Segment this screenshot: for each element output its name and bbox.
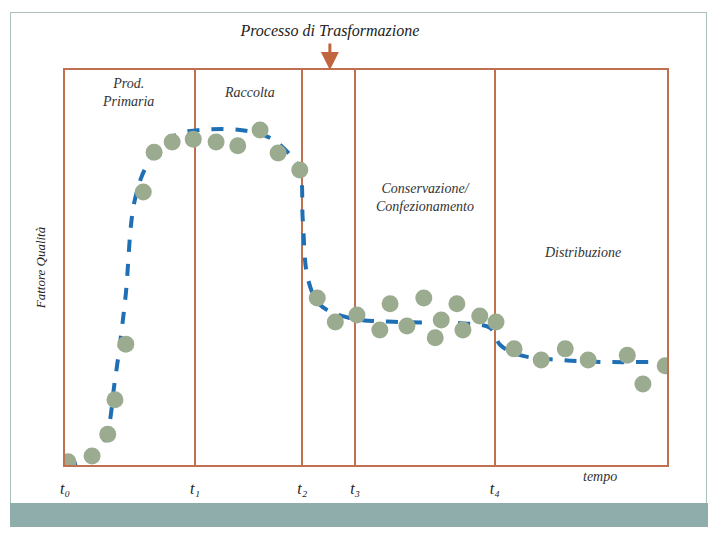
- svg-text:Fattore Qualità: Fattore Qualità: [33, 226, 48, 309]
- svg-text:Conservazione/Confezionamento: Conservazione/Confezionamento: [376, 181, 474, 214]
- svg-text:t₂: t₂: [297, 480, 307, 497]
- svg-text:t₃: t₃: [350, 480, 360, 497]
- svg-text:Distribuzione: Distribuzione: [544, 245, 621, 260]
- svg-text:tempo: tempo: [583, 469, 617, 484]
- svg-text:Raccolta: Raccolta: [224, 85, 275, 100]
- svg-text:t₀: t₀: [60, 480, 70, 497]
- svg-text:Processo di Trasformazione: Processo di Trasformazione: [239, 22, 419, 40]
- svg-text:t₄: t₄: [490, 480, 500, 497]
- svg-text:Prod.Primaria: Prod.Primaria: [102, 76, 154, 109]
- svg-text:t₁: t₁: [190, 480, 200, 497]
